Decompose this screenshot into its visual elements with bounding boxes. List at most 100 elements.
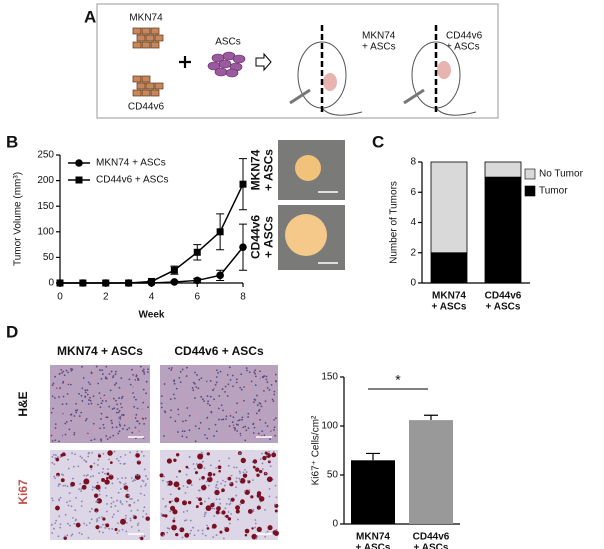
cell xyxy=(188,375,191,378)
cell xyxy=(79,455,82,458)
cell xyxy=(265,375,268,378)
cell xyxy=(238,397,241,400)
cell xyxy=(75,522,81,528)
cell xyxy=(112,434,115,437)
cell xyxy=(210,502,215,508)
cell xyxy=(240,499,245,505)
cell xyxy=(87,381,90,384)
cell xyxy=(81,387,84,390)
cell xyxy=(136,377,139,380)
cell xyxy=(251,527,254,530)
cell xyxy=(265,384,268,387)
cell xyxy=(116,477,119,480)
cell xyxy=(171,524,177,531)
cell xyxy=(121,503,124,506)
cell xyxy=(243,386,245,388)
cell xyxy=(267,376,270,379)
marker xyxy=(216,228,224,236)
cell xyxy=(172,408,175,411)
cell xyxy=(90,518,93,521)
cell xyxy=(136,415,139,418)
cell xyxy=(83,478,90,485)
photo-label: MKN74+ ASCs xyxy=(249,149,276,191)
cell xyxy=(118,481,121,483)
cell xyxy=(192,381,195,384)
cell xyxy=(86,433,89,436)
cell xyxy=(218,394,221,397)
cell xyxy=(224,413,227,415)
cell xyxy=(224,527,230,533)
cell xyxy=(98,516,101,519)
cell xyxy=(203,400,205,403)
cell xyxy=(169,493,172,496)
cell xyxy=(93,462,96,465)
cell xyxy=(206,452,210,456)
marker xyxy=(79,279,87,287)
cell xyxy=(178,367,180,369)
cell xyxy=(141,370,144,372)
cell xyxy=(264,422,267,424)
cell xyxy=(71,392,74,395)
cell xyxy=(130,477,133,479)
cell xyxy=(187,500,192,505)
cell xyxy=(60,368,63,371)
cell xyxy=(183,374,186,377)
cell xyxy=(228,428,231,431)
cell xyxy=(54,439,57,442)
cell xyxy=(231,425,233,428)
cell xyxy=(104,487,107,489)
cell xyxy=(95,484,101,490)
cell xyxy=(111,408,114,410)
cell xyxy=(106,438,109,440)
cell xyxy=(128,378,131,381)
cell xyxy=(184,492,187,494)
cell xyxy=(143,468,146,471)
cell xyxy=(258,408,261,411)
cell xyxy=(140,450,143,453)
cell xyxy=(61,473,63,476)
cell xyxy=(62,390,64,393)
cell xyxy=(160,402,163,405)
cell xyxy=(78,532,81,534)
mouse-label: MKN74 + ASCs xyxy=(362,30,396,52)
cell xyxy=(105,400,107,402)
ascs-cluster xyxy=(207,51,246,78)
cell xyxy=(63,536,67,540)
cell xyxy=(188,382,191,385)
cell xyxy=(108,474,114,480)
x-tick-label: 4 xyxy=(149,292,155,303)
cell xyxy=(184,519,186,522)
cell xyxy=(254,379,256,382)
cell xyxy=(65,369,68,372)
cell xyxy=(207,497,210,500)
cell xyxy=(83,522,85,525)
cell xyxy=(253,371,256,374)
cell xyxy=(243,384,245,387)
cell xyxy=(217,372,219,374)
cell xyxy=(106,476,109,480)
cell xyxy=(254,403,257,406)
cell xyxy=(119,462,122,465)
y-tick-label: 8 xyxy=(410,157,416,168)
panel-letter: C xyxy=(372,132,384,151)
cell xyxy=(102,396,105,399)
cell xyxy=(100,378,103,380)
cell xyxy=(235,509,240,514)
cell xyxy=(142,420,145,423)
cell xyxy=(212,473,216,476)
cell xyxy=(169,381,171,384)
cell xyxy=(229,500,232,503)
cell xyxy=(79,482,82,485)
marker xyxy=(239,180,247,188)
cell xyxy=(173,368,175,371)
cell xyxy=(128,374,131,377)
cell xyxy=(165,427,168,430)
cell xyxy=(104,377,107,380)
cell xyxy=(73,437,76,440)
cell xyxy=(67,422,70,425)
cell xyxy=(213,388,216,391)
cell xyxy=(123,424,126,427)
cell xyxy=(145,513,148,515)
cell xyxy=(239,432,242,435)
cell xyxy=(129,400,132,403)
